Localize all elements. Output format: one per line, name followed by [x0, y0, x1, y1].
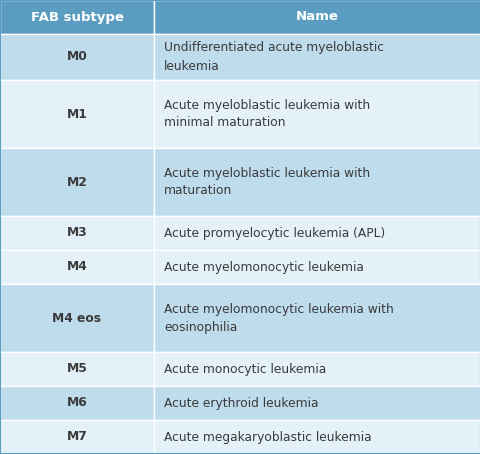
- Bar: [0, 34, 154, 80]
- Text: M3: M3: [67, 227, 87, 240]
- Bar: [0, 284, 154, 352]
- Bar: [154, 34, 480, 80]
- Text: Acute megakaryoblastic leukemia: Acute megakaryoblastic leukemia: [164, 430, 371, 444]
- Bar: [154, 148, 480, 216]
- Bar: [154, 80, 480, 148]
- Text: FAB subtype: FAB subtype: [31, 10, 123, 24]
- Bar: [0, 0, 154, 34]
- Bar: [0, 216, 154, 250]
- Text: M7: M7: [66, 430, 87, 444]
- Bar: [0, 352, 154, 386]
- Text: Name: Name: [296, 10, 338, 24]
- Text: Acute monocytic leukemia: Acute monocytic leukemia: [164, 362, 325, 375]
- Text: M1: M1: [66, 108, 87, 120]
- Bar: [154, 420, 480, 454]
- Text: M4: M4: [67, 261, 87, 273]
- Bar: [154, 0, 480, 34]
- Text: Acute myeloblastic leukemia with
maturation: Acute myeloblastic leukemia with maturat…: [164, 167, 369, 197]
- Text: M6: M6: [67, 396, 87, 410]
- Text: Acute erythroid leukemia: Acute erythroid leukemia: [164, 396, 318, 410]
- Text: Undifferentiated acute myeloblastic
leukemia: Undifferentiated acute myeloblastic leuk…: [164, 41, 383, 73]
- Text: M0: M0: [66, 50, 87, 64]
- Text: M2: M2: [66, 176, 87, 188]
- Bar: [154, 352, 480, 386]
- Bar: [154, 250, 480, 284]
- Text: Acute myelomonocytic leukemia with
eosinophilia: Acute myelomonocytic leukemia with eosin…: [164, 302, 393, 334]
- Bar: [0, 148, 154, 216]
- Bar: [0, 250, 154, 284]
- Bar: [0, 80, 154, 148]
- Text: Acute myelomonocytic leukemia: Acute myelomonocytic leukemia: [164, 261, 363, 273]
- Bar: [154, 386, 480, 420]
- Bar: [154, 284, 480, 352]
- Bar: [0, 386, 154, 420]
- Bar: [0, 420, 154, 454]
- Text: M5: M5: [66, 362, 87, 375]
- Text: Acute myeloblastic leukemia with
minimal maturation: Acute myeloblastic leukemia with minimal…: [164, 99, 369, 129]
- Text: M4 eos: M4 eos: [52, 311, 101, 325]
- Text: Acute promyelocytic leukemia (APL): Acute promyelocytic leukemia (APL): [164, 227, 384, 240]
- Bar: [154, 216, 480, 250]
